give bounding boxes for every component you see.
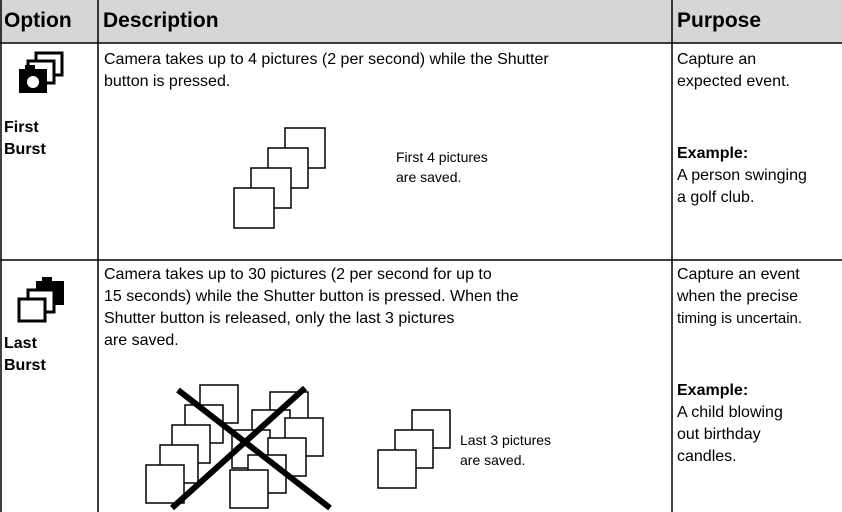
option-name: Last bbox=[4, 335, 37, 352]
header-cell: Description bbox=[103, 9, 219, 32]
header-cell: Purpose bbox=[677, 9, 762, 32]
caption: Last 3 pictures bbox=[460, 432, 552, 448]
example: a golf club. bbox=[677, 189, 755, 206]
example: A child blowing bbox=[677, 404, 783, 421]
example-label: Example: bbox=[677, 382, 749, 399]
example: candles. bbox=[677, 448, 737, 465]
last-burst-icon bbox=[17, 277, 64, 323]
purpose: expected event. bbox=[677, 73, 790, 90]
header-bg bbox=[0, 0, 842, 43]
purpose: timing is uncertain. bbox=[677, 310, 803, 327]
first-burst-diagram bbox=[233, 127, 326, 229]
option-name: Burst bbox=[4, 357, 46, 374]
header-cell: Option bbox=[4, 9, 72, 32]
caption: are saved. bbox=[396, 169, 462, 185]
saved-diagram bbox=[377, 409, 451, 489]
purpose: Capture an event bbox=[677, 266, 800, 283]
option-name: Burst bbox=[4, 141, 46, 158]
cross bbox=[169, 385, 332, 511]
example: out birthday bbox=[677, 426, 761, 443]
purpose: Capture an bbox=[677, 51, 757, 68]
description: 15 seconds) while the Shutter button is … bbox=[104, 288, 519, 305]
description: Camera takes up to 30 pictures (2 per se… bbox=[104, 266, 492, 283]
purpose: when the precise bbox=[677, 288, 798, 305]
caption: are saved. bbox=[460, 452, 526, 468]
description: are saved. bbox=[104, 332, 179, 349]
option-name: First bbox=[4, 119, 39, 136]
example: A person swinging bbox=[677, 167, 807, 184]
description: button is pressed. bbox=[104, 73, 231, 90]
description: Shutter button is released, only the las… bbox=[104, 310, 455, 327]
discarded-diagram bbox=[145, 384, 324, 509]
caption: First 4 pictures bbox=[396, 149, 488, 165]
first-burst-icon bbox=[19, 51, 64, 93]
description: Camera takes up to 4 pictures (2 per sec… bbox=[104, 51, 549, 68]
example-label: Example: bbox=[677, 145, 749, 162]
